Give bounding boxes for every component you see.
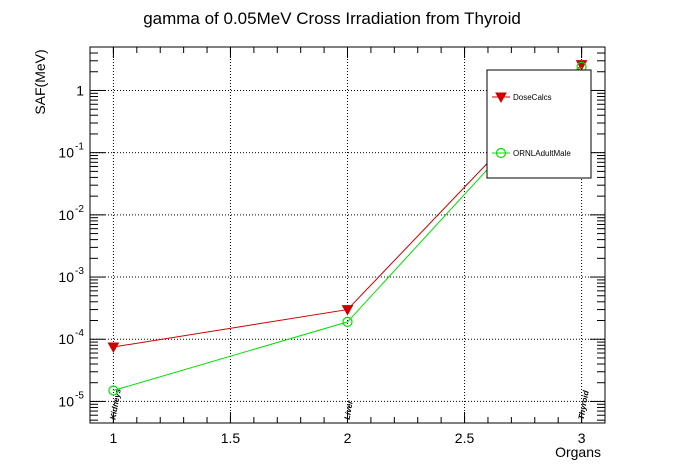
y-tick-exponent: -4: [75, 328, 84, 339]
legend-label: ORNLAdultMale: [513, 149, 571, 158]
data-point: [341, 305, 354, 316]
legend-label: DoseCalcs: [513, 93, 552, 102]
y-tick-label: 10: [58, 145, 74, 161]
y-tick-label: 10: [58, 331, 74, 347]
y-tick-label: 10: [58, 393, 74, 409]
data-point: [108, 385, 119, 396]
category-label: Liver: [343, 399, 355, 420]
x-tick-label: 3: [578, 430, 586, 446]
data-point: [107, 342, 120, 354]
y-tick-label: 10: [58, 269, 74, 285]
y-tick-exponent: -5: [75, 390, 84, 401]
category-label: Kidneys: [109, 388, 123, 421]
axes: 1 1.5 2 2.5 310 -510 -410 -310 -210 -11: [58, 46, 606, 446]
legend: DoseCalcs ORNLAdultMale: [486, 69, 592, 179]
x-tick-label: 1: [110, 430, 118, 446]
y-tick-exponent: -2: [75, 204, 84, 215]
legend-marker: [495, 92, 507, 104]
category-labels: Kidneys Liver Thyroid: [109, 388, 591, 421]
data-point: [342, 316, 353, 328]
y-axis-label: SAF(MeV): [32, 49, 48, 114]
x-axis-label: Organs: [555, 444, 601, 460]
legend-marker: [495, 147, 507, 159]
x-tick-label: 1.5: [221, 430, 241, 446]
x-tick-label: 2: [344, 430, 352, 446]
y-tick-exponent: -3: [75, 266, 84, 277]
y-tick-label: 10: [58, 207, 74, 223]
category-label: Thyroid: [577, 389, 591, 421]
chart-title: gamma of 0.05MeV Cross Irradiation from …: [143, 9, 521, 28]
y-tick-label: 1: [76, 82, 84, 98]
y-tick-exponent: -1: [75, 142, 84, 153]
legend-box: [486, 69, 592, 179]
x-tick-label: 2.5: [455, 430, 475, 446]
